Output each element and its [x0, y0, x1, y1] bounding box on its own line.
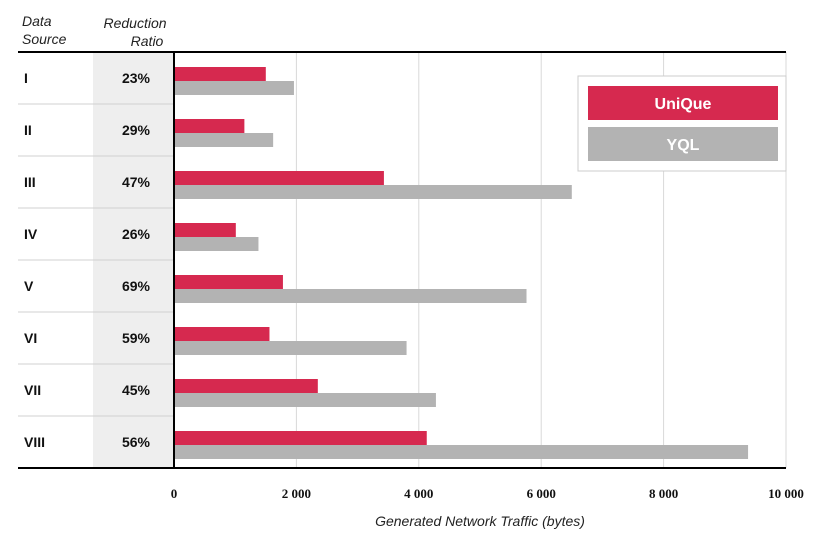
x-axis-ticks: 0 2 000 4 000 6 000 8 000 10 000 [171, 486, 804, 501]
reduction-ratio-value: 59% [122, 330, 151, 346]
bar-yql [174, 185, 572, 199]
x-tick-label: 0 [171, 486, 178, 501]
x-tick-label: 8 000 [649, 486, 678, 501]
bar-yql [174, 81, 294, 95]
row-separators [18, 103, 174, 417]
data-source-label: I [24, 70, 28, 86]
bar-unique [174, 67, 266, 81]
data-source-label: VII [24, 382, 41, 398]
header-reduction-ratio-line1: Reduction [103, 15, 166, 31]
reduction-ratio-value: 45% [122, 382, 151, 398]
reduction-ratio-value: 69% [122, 278, 151, 294]
reduction-ratio-value: 26% [122, 226, 151, 242]
x-axis-title: Generated Network Traffic (bytes) [375, 513, 585, 529]
legend: UniQue YQL [577, 75, 787, 172]
legend-label-unique: UniQue [655, 96, 712, 113]
bar-unique [174, 223, 236, 237]
data-source-label: VI [24, 330, 37, 346]
header-reduction-ratio-line2: Ratio [131, 33, 164, 49]
x-tick-label: 6 000 [527, 486, 556, 501]
data-source-label: IV [24, 226, 38, 242]
bar-unique [174, 379, 318, 393]
data-source-label: V [24, 278, 34, 294]
reduction-ratio-value: 47% [122, 174, 151, 190]
reduction-ratio-value: 29% [122, 122, 151, 138]
bar-yql [174, 133, 274, 147]
bar-unique [174, 431, 427, 445]
bar-unique [174, 275, 283, 289]
reduction-ratio-value: 56% [122, 434, 151, 450]
data-source-label: VIII [24, 434, 45, 450]
bar-unique [174, 119, 245, 133]
x-tick-label: 10 000 [768, 486, 804, 501]
bar-yql [174, 341, 407, 355]
reduction-ratio-value: 23% [122, 70, 151, 86]
x-tick-label: 2 000 [282, 486, 311, 501]
bar-yql [174, 237, 259, 251]
chart-bars [174, 67, 749, 459]
header-data-source-line2: Source [22, 31, 67, 47]
bar-yql [174, 289, 527, 303]
data-source-label: III [24, 174, 36, 190]
bar-yql [174, 393, 436, 407]
legend-swatch-unique [588, 86, 778, 120]
legend-label-yql: YQL [667, 137, 700, 154]
bar-yql [174, 445, 749, 459]
bar-unique [174, 171, 384, 185]
bar-unique [174, 327, 270, 341]
legend-swatch-yql [588, 127, 778, 161]
data-source-label: II [24, 122, 32, 138]
header-data-source-line1: Data [22, 13, 52, 29]
chart-rows: I 23% II 29% III 47% IV 26% V 69% VI 59% VII 45% VIII 5… [24, 70, 151, 450]
x-tick-label: 4 000 [404, 486, 433, 501]
